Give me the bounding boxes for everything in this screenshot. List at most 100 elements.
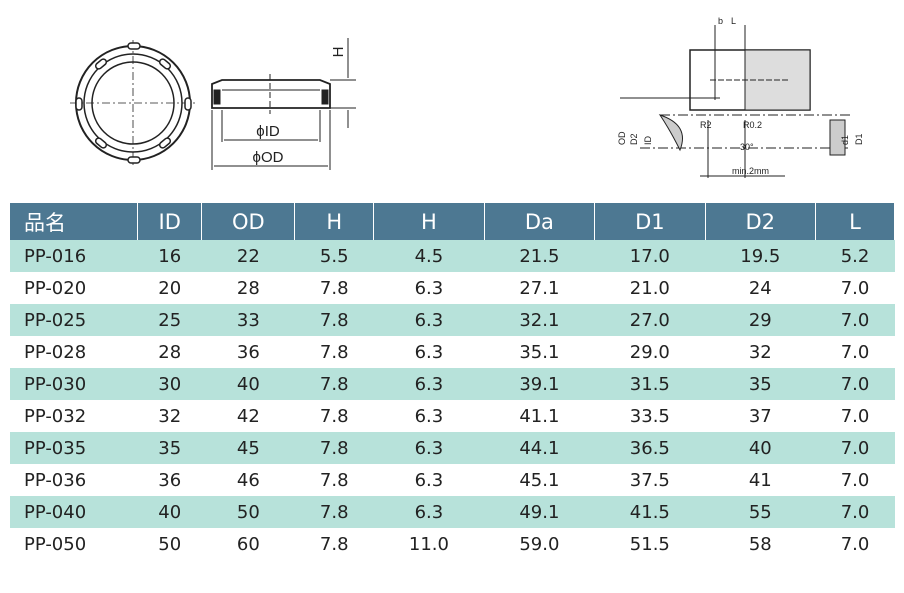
table-cell: 7.0	[840, 341, 870, 363]
table-cell: 51.5	[629, 533, 670, 555]
table-cell: 7.8	[319, 533, 349, 555]
table-cell: 7.0	[840, 277, 870, 299]
table-body: PP-016 16 22 5.5 4.5 21.5 17.0 19.5 5.2 PP-020 20 2…	[10, 240, 895, 560]
table-cell: 5.2	[815, 240, 895, 272]
height-label: H	[330, 47, 347, 58]
id-label: ϕID	[256, 123, 280, 140]
table-cell: 6.3	[414, 469, 444, 491]
angle-label: 30°	[740, 142, 754, 152]
table-cell: 36.5	[594, 432, 706, 464]
table-cell: 4.5	[373, 240, 485, 272]
table-cell: 33	[201, 304, 295, 336]
table-cell: 39.1	[484, 368, 595, 400]
table-cell: 40	[137, 496, 202, 528]
table-cell: 11.0	[408, 533, 449, 555]
table-cell: 28	[158, 341, 182, 363]
table-cell: 28	[236, 277, 260, 299]
od-label-right: OD	[617, 131, 627, 145]
table-cell: 7.0	[815, 368, 895, 400]
table-cell: 59.0	[519, 533, 560, 555]
table-row: PP-036 36 46 7.8 6.3 45.1 37.5 41 7.0	[10, 464, 895, 496]
table-cell: 6.3	[373, 368, 485, 400]
header-cell: D2	[705, 203, 817, 240]
table-row: PP-040 40 50 7.8 6.3 49.1 41.5 55 7.0	[10, 496, 895, 528]
table-cell: 49.1	[484, 496, 595, 528]
table-row: PP-020 20 28 7.8 6.3 27.1 21.0 24 7.0	[10, 272, 895, 304]
table-row: PP-035 35 45 7.8 6.3 44.1 36.5 40 7.0	[10, 432, 895, 464]
header-cell: ID	[137, 203, 203, 240]
table-cell: 5.5	[294, 240, 374, 272]
table-cell: 58	[748, 533, 772, 555]
table-cell: PP-035	[10, 432, 138, 464]
table-cell: 37	[748, 405, 772, 427]
installation-drawing: b L R2 R0.2 30° min.2mm OD D2 ID d1 D1	[617, 16, 864, 178]
table-cell: PP-050	[24, 533, 87, 555]
ring-section: H ϕID ϕOD	[211, 38, 356, 170]
table-cell: PP-025	[10, 304, 138, 336]
table-cell: PP-020	[24, 277, 87, 299]
table-cell: 55	[705, 496, 816, 528]
table-cell: 32	[158, 405, 182, 427]
table-cell: 7.8	[294, 368, 374, 400]
table-cell: 45.1	[519, 469, 560, 491]
table-cell: 33.5	[629, 405, 670, 427]
table-cell: 27.1	[519, 277, 560, 299]
table-cell: 36	[236, 341, 260, 363]
d2-label: D2	[629, 133, 639, 145]
spec-table: 品名 ID OD H H Da D1 D2 L PP-016 16 22 5.5 4.5 21.5 17.0…	[10, 203, 895, 560]
table-cell: 7.8	[294, 304, 374, 336]
min-label: min.2mm	[732, 166, 769, 176]
table-cell: 60	[236, 533, 260, 555]
table-cell: 17.0	[594, 240, 706, 272]
table-cell: 7.8	[319, 405, 349, 427]
table-row: PP-050 50 60 7.8 11.0 59.0 51.5 58 7.0	[10, 528, 895, 560]
table-cell: 40	[705, 432, 816, 464]
table-cell: 6.3	[414, 405, 444, 427]
table-cell: 50	[201, 496, 295, 528]
table-cell: 29.0	[629, 341, 670, 363]
header-cell: L	[815, 203, 895, 240]
table-cell: 7.0	[840, 533, 870, 555]
table-cell: 44.1	[484, 432, 595, 464]
table-cell: 31.5	[594, 368, 706, 400]
table-cell: 41.1	[519, 405, 560, 427]
header-cell: D1	[594, 203, 706, 240]
table-cell: PP-032	[24, 405, 87, 427]
header-cell: 品名	[10, 203, 138, 240]
table-cell: 24	[748, 277, 772, 299]
d1-small-label: d1	[840, 135, 850, 145]
table-cell: 7.8	[319, 277, 349, 299]
table-cell: 19.5	[705, 240, 816, 272]
table-cell: 7.0	[840, 405, 870, 427]
table-cell: 36	[158, 469, 182, 491]
table-cell: 6.3	[373, 496, 485, 528]
id-label-right: ID	[643, 135, 653, 145]
d1-label: D1	[854, 133, 864, 145]
table-cell: 21.0	[629, 277, 670, 299]
table-cell: 29	[705, 304, 816, 336]
table-cell: PP-028	[24, 341, 87, 363]
b-label: b	[718, 16, 723, 26]
table-cell: 25	[137, 304, 202, 336]
table-cell: PP-036	[24, 469, 87, 491]
table-cell: 41	[748, 469, 772, 491]
table-cell: 7.8	[319, 341, 349, 363]
table-cell: 40	[201, 368, 295, 400]
header-cell: H	[294, 203, 375, 240]
table-row: PP-025 25 33 7.8 6.3 32.1 27.0 29 7.0	[10, 304, 895, 336]
table-cell: 27.0	[594, 304, 706, 336]
table-cell: 32.1	[484, 304, 595, 336]
drawings: H ϕID ϕOD b L R2 R0.2 30° min.2mm OD D2 …	[70, 16, 864, 178]
table-row: PP-032 32 42 7.8 6.3 41.1 33.5 37 7.0	[10, 400, 895, 432]
table-cell: 7.0	[840, 469, 870, 491]
table-cell: 41.5	[594, 496, 706, 528]
table-cell: 6.3	[373, 304, 485, 336]
table-row: PP-030 30 40 7.8 6.3 39.1 31.5 35 7.0	[10, 368, 895, 400]
table-cell: 35	[137, 432, 202, 464]
table-cell: 7.8	[319, 469, 349, 491]
table-cell: 6.3	[373, 432, 485, 464]
header-cell: H	[373, 203, 485, 240]
table-cell: 45	[201, 432, 295, 464]
table-cell: 35.1	[519, 341, 560, 363]
